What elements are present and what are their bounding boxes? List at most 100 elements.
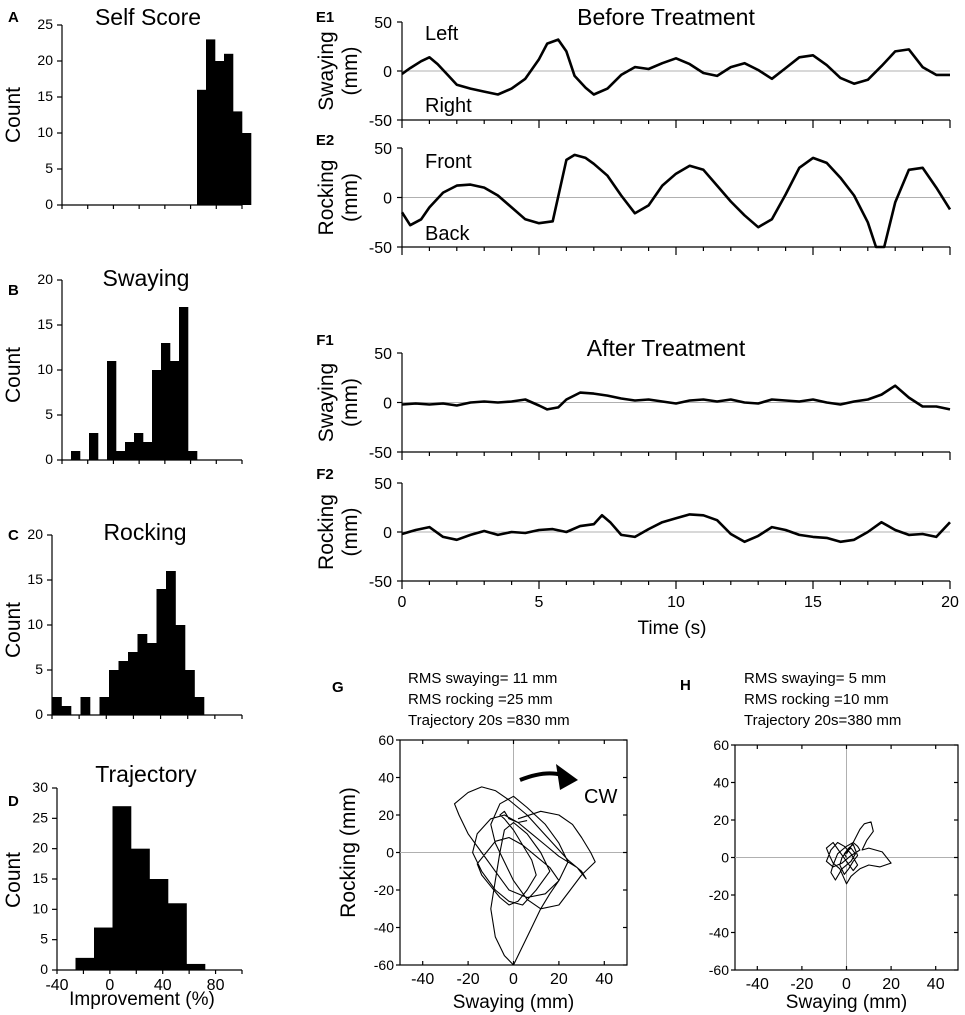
x-tick-label: -40 <box>746 976 769 993</box>
histogram-bar <box>206 39 216 206</box>
histogram-bar <box>147 643 157 715</box>
histogram-bar <box>161 343 171 460</box>
histogram-bar <box>109 670 119 715</box>
panel-label: F1 <box>316 332 334 349</box>
histogram-bar <box>186 963 206 970</box>
panel-label: E1 <box>316 9 334 26</box>
histogram-bar <box>134 433 144 460</box>
chart-title: After Treatment <box>587 335 746 361</box>
y-tick-label: 5 <box>45 406 53 422</box>
histogram-bar <box>61 706 72 715</box>
chart-title: Before Treatment <box>577 4 755 30</box>
y-tick-label: 60 <box>378 732 394 748</box>
series-line <box>401 384 951 411</box>
y-tick-label: -40 <box>709 925 729 941</box>
y-tick-label: 0 <box>721 850 729 866</box>
histogram-bar <box>131 848 150 970</box>
histogram-bar <box>215 61 225 205</box>
x-tick-label: 5 <box>535 594 544 611</box>
y-tick-label: 0 <box>386 845 394 861</box>
stat-line: RMS swaying= 5 mm <box>744 670 886 687</box>
histogram-bar <box>128 652 138 715</box>
y-tick-label: 50 <box>374 15 392 32</box>
stat-line: RMS rocking =10 mm <box>744 691 889 708</box>
histogram-swaying: B Swaying Count 0 5 10 15 20 <box>2 265 243 467</box>
stat-line: RMS swaying= 11 mm <box>408 670 557 687</box>
direction-annotation: Back <box>425 223 470 245</box>
histogram-bar <box>125 442 135 460</box>
y-axis-label: Count <box>2 87 25 143</box>
y-tick-label: 30 <box>32 779 48 795</box>
y-axis-label: Count <box>2 347 25 403</box>
y-tick-label: 0 <box>35 706 43 722</box>
arrow-head <box>556 764 578 790</box>
histogram-bar <box>89 433 99 460</box>
stat-line: Trajectory 20s=380 mm <box>744 712 901 729</box>
chart-title: Rocking <box>103 519 186 545</box>
histogram-bar <box>137 634 148 715</box>
histogram-bar <box>168 903 187 970</box>
histogram-bar <box>233 111 243 205</box>
y-axis-label: Rocking <box>315 160 338 236</box>
histogram-bar <box>107 361 117 460</box>
y-tick-label: 50 <box>374 476 392 493</box>
panel-label: A <box>8 9 19 26</box>
x-tick-label: -40 <box>411 971 434 988</box>
y-tick-label: 10 <box>32 900 48 916</box>
y-tick-label: 15 <box>37 316 53 332</box>
x-tick-label: 15 <box>804 594 822 611</box>
x-tick-label: 40 <box>927 976 945 993</box>
y-axis-label: Rocking (mm) <box>337 787 360 918</box>
histogram-bar <box>188 451 198 460</box>
y-tick-label: -60 <box>374 957 394 973</box>
y-tick-label: 0 <box>383 191 392 208</box>
y-tick-label: 25 <box>37 16 53 32</box>
panel-label: G <box>332 679 344 696</box>
trajectory-path <box>453 786 596 966</box>
y-tick-label: 50 <box>374 141 392 158</box>
histogram-bar <box>175 625 186 715</box>
histogram-bar <box>80 697 91 715</box>
y-tick-label: 0 <box>383 64 392 81</box>
y-tick-label: 20 <box>37 52 53 68</box>
x-axis-label: Swaying (mm) <box>453 992 574 1013</box>
panel-label: F2 <box>316 466 334 483</box>
histogram-bar <box>170 361 180 460</box>
x-tick-label: 20 <box>941 594 959 611</box>
histogram-bar <box>118 661 129 715</box>
y-tick-label: -20 <box>709 887 729 903</box>
y-tick-label: 20 <box>378 807 394 823</box>
trajectory-before: G RMS swaying= 11 mm RMS rocking =25 mm Tra… <box>332 670 628 1013</box>
panel-label: B <box>8 282 19 299</box>
histogram-bar <box>52 697 62 715</box>
x-tick-label: 0 <box>509 971 518 988</box>
clockwise-arrow <box>519 771 563 782</box>
x-tick-label: 0 <box>842 976 851 993</box>
chart-title: Self Score <box>95 4 201 30</box>
y-tick-label: 5 <box>35 661 43 677</box>
y-tick-label: 10 <box>37 361 53 377</box>
histogram-rocking: C Rocking Count 0 5 10 15 20 <box>2 519 243 722</box>
trajectory-path <box>825 821 892 885</box>
histogram-bar <box>156 589 167 715</box>
histogram-bar <box>116 451 126 460</box>
histogram-bar <box>224 53 234 205</box>
x-tick-label: 20 <box>882 976 900 993</box>
x-tick-label: 40 <box>154 977 172 994</box>
y-axis-label: Swaying <box>315 31 338 110</box>
histogram-self-score: A Self Score Count 0 5 10 15 20 25 <box>2 4 252 212</box>
y-tick-label: -50 <box>369 574 392 591</box>
x-tick-label: 0 <box>105 977 114 994</box>
y-tick-label: -20 <box>374 882 394 898</box>
panel-label: H <box>680 677 691 694</box>
histogram-bar <box>194 697 205 715</box>
y-tick-label: -40 <box>374 920 394 936</box>
direction-annotation: Front <box>425 151 472 173</box>
histogram-bar <box>149 879 169 970</box>
y-tick-label: 10 <box>27 616 43 632</box>
x-axis-label: Time (s) <box>638 618 707 639</box>
histogram-bar <box>99 697 110 715</box>
panel-label: C <box>8 527 19 544</box>
histogram-bar <box>75 957 95 970</box>
